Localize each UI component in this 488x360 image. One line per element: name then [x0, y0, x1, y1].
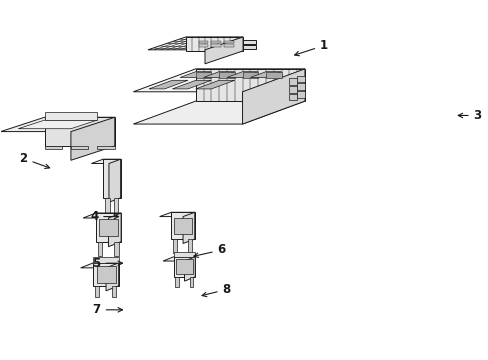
Polygon shape [185, 37, 243, 51]
Polygon shape [91, 159, 121, 163]
Polygon shape [189, 277, 193, 287]
Polygon shape [224, 44, 233, 47]
Polygon shape [44, 146, 62, 149]
Polygon shape [113, 198, 118, 217]
Polygon shape [108, 213, 121, 247]
Polygon shape [133, 101, 305, 124]
Polygon shape [250, 72, 281, 77]
Polygon shape [112, 286, 116, 297]
Polygon shape [226, 72, 258, 77]
Polygon shape [174, 218, 191, 234]
Polygon shape [71, 117, 115, 160]
Polygon shape [171, 212, 194, 239]
Text: 5: 5 [92, 257, 122, 270]
Polygon shape [243, 45, 255, 49]
Polygon shape [204, 37, 243, 64]
Polygon shape [103, 159, 121, 198]
Text: 7: 7 [92, 303, 122, 316]
Polygon shape [173, 257, 195, 277]
Polygon shape [198, 44, 208, 47]
Polygon shape [297, 76, 305, 82]
Polygon shape [289, 78, 297, 85]
Polygon shape [183, 212, 194, 243]
Text: 2: 2 [20, 152, 49, 168]
Text: 1: 1 [294, 39, 327, 56]
Polygon shape [188, 239, 192, 253]
Polygon shape [289, 94, 297, 100]
Text: 3: 3 [457, 109, 481, 122]
Polygon shape [18, 120, 97, 129]
Polygon shape [163, 257, 195, 261]
Text: 4: 4 [90, 210, 118, 223]
Polygon shape [97, 146, 115, 149]
Polygon shape [211, 44, 221, 47]
Polygon shape [0, 117, 115, 132]
Polygon shape [44, 117, 115, 146]
Polygon shape [96, 213, 121, 242]
Polygon shape [81, 263, 119, 268]
Polygon shape [219, 72, 234, 78]
Polygon shape [176, 259, 192, 274]
Polygon shape [71, 146, 88, 149]
Polygon shape [104, 198, 109, 217]
Polygon shape [184, 257, 195, 281]
Polygon shape [83, 213, 121, 218]
Polygon shape [224, 41, 233, 44]
Polygon shape [106, 263, 119, 291]
Polygon shape [109, 159, 121, 202]
Polygon shape [148, 37, 243, 50]
Polygon shape [95, 286, 99, 297]
Polygon shape [114, 242, 119, 256]
Polygon shape [211, 41, 221, 44]
Polygon shape [242, 69, 305, 124]
Polygon shape [265, 72, 281, 78]
Polygon shape [133, 69, 305, 92]
Polygon shape [159, 212, 194, 217]
Polygon shape [203, 72, 234, 77]
Polygon shape [243, 40, 255, 44]
Polygon shape [195, 80, 234, 89]
Polygon shape [96, 266, 115, 283]
Polygon shape [44, 112, 97, 120]
Polygon shape [99, 219, 118, 236]
Text: 8: 8 [202, 283, 230, 297]
Polygon shape [173, 239, 177, 253]
Polygon shape [172, 80, 211, 89]
Polygon shape [195, 69, 305, 101]
Polygon shape [242, 72, 258, 78]
Polygon shape [149, 80, 187, 89]
Polygon shape [175, 277, 178, 287]
Polygon shape [93, 263, 119, 286]
Polygon shape [180, 72, 211, 77]
Polygon shape [93, 257, 119, 263]
Polygon shape [289, 86, 297, 93]
Text: 6: 6 [193, 243, 225, 257]
Polygon shape [297, 83, 305, 90]
Polygon shape [173, 252, 195, 257]
Polygon shape [198, 41, 208, 44]
Polygon shape [297, 91, 305, 98]
Polygon shape [195, 72, 211, 78]
Polygon shape [98, 242, 102, 256]
